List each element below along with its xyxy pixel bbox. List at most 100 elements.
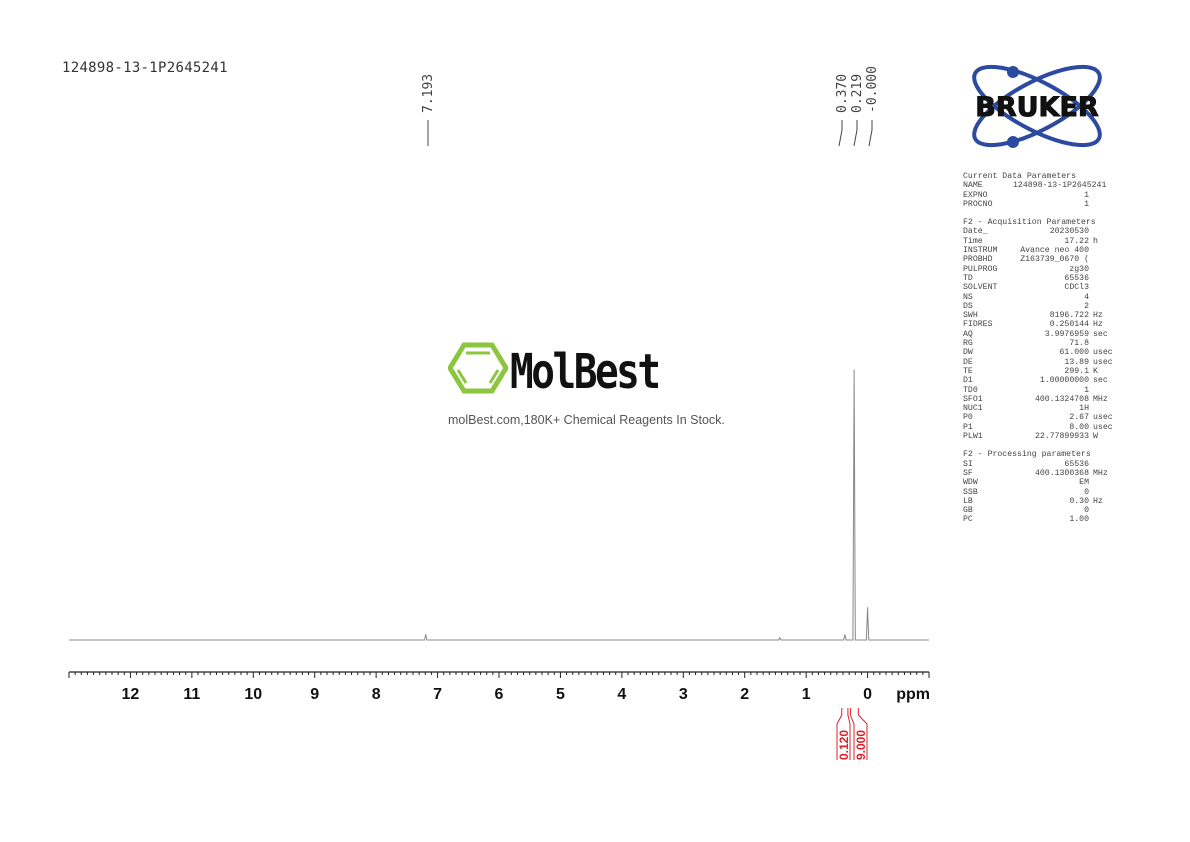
parameter-value: 71.8 xyxy=(1069,339,1089,349)
peak-2 xyxy=(844,634,846,636)
parameter-key: Time xyxy=(963,236,983,246)
parameter-key: PROBHD xyxy=(963,255,993,265)
parameter-row: D1 1.00000000 sec xyxy=(963,376,1113,385)
parameter-value: zg30 xyxy=(1069,264,1089,274)
parameter-row: TE 299.1 K xyxy=(963,367,1113,376)
parameter-row: FIDRES 0.250144 Hz xyxy=(963,320,1113,329)
parameter-value: 13.89 xyxy=(1064,357,1089,367)
parameter-value: 3.9976959 xyxy=(1044,329,1089,339)
parameter-row: GB 0 xyxy=(963,506,1113,515)
integral-value: 9.000 xyxy=(854,730,868,760)
parameter-value: 0 xyxy=(1084,506,1089,516)
parameter-unit: usec xyxy=(1093,357,1113,367)
peak-0 xyxy=(425,634,427,636)
parameter-key: PLW1 xyxy=(963,432,983,442)
parameter-key: SFO1 xyxy=(963,394,983,404)
parameter-key: PROCNO xyxy=(963,199,993,209)
parameter-value: 0 xyxy=(1084,487,1089,497)
parameter-key: NAME xyxy=(963,181,983,191)
parameter-key: DS xyxy=(963,301,973,311)
peak-label-connector xyxy=(853,120,858,147)
parameter-key: TD xyxy=(963,273,973,283)
parameter-key: SWH xyxy=(963,311,978,321)
peak-1 xyxy=(779,637,781,639)
parameter-unit: h xyxy=(1093,236,1098,246)
parameter-row: TD0 1 xyxy=(963,386,1113,395)
parameter-row: RG 71.8 xyxy=(963,339,1113,348)
x-tick-label: 7 xyxy=(433,686,442,703)
parameter-row: SFO1 400.1324708 MHz xyxy=(963,395,1113,404)
parameter-row: SOLVENT CDCl3 xyxy=(963,283,1113,292)
parameter-key: SOLVENT xyxy=(963,283,998,293)
parameter-row: NS 4 xyxy=(963,293,1113,302)
bruker-logo: BRUKER xyxy=(972,64,1102,148)
parameter-unit xyxy=(1089,246,1093,255)
parameter-value: 2.67 xyxy=(1069,413,1089,423)
parameter-key: DW xyxy=(963,348,973,358)
parameter-key: NUC1 xyxy=(963,404,983,414)
peak-label-connector xyxy=(868,120,873,147)
parameter-value: 4 xyxy=(1084,292,1089,302)
parameter-row: SF 400.1300368 MHz xyxy=(963,469,1113,478)
parameter-row: P1 8.00 usec xyxy=(963,423,1113,432)
parameter-key: FIDRES xyxy=(963,320,993,330)
sample-name: 124898-13-1P2645241 xyxy=(62,60,228,76)
x-tick-label: 8 xyxy=(372,686,381,703)
parameter-value: 1H xyxy=(1079,404,1089,414)
parameter-row: NAME 124898-13-1P2645241 xyxy=(963,181,1113,190)
parameter-row: PROCNO 1 xyxy=(963,200,1113,209)
parameter-row: P0 2.67 usec xyxy=(963,413,1113,422)
x-tick-label: 9 xyxy=(310,686,319,703)
parameter-unit: Hz xyxy=(1093,320,1103,330)
peak-3 xyxy=(853,369,855,371)
parameter-row: TD 65536 xyxy=(963,274,1113,283)
parameter-key: GB xyxy=(963,506,973,516)
parameter-section-title: F2 - Acquisition Parameters xyxy=(963,218,1096,228)
parameter-key: WDW xyxy=(963,478,978,488)
parameter-value: 8196.722 xyxy=(1049,311,1089,321)
x-tick-label: 2 xyxy=(740,686,749,703)
parameter-value: 400.1300368 xyxy=(1034,468,1089,478)
peak-label: 0.370 xyxy=(835,74,850,113)
parameter-key: D1 xyxy=(963,376,973,386)
parameter-value: 1 xyxy=(1084,199,1089,209)
parameter-unit xyxy=(1089,506,1093,515)
parameter-row: Date_ 20230530 xyxy=(963,227,1113,236)
peak-label: -0.000 xyxy=(865,66,880,113)
parameter-value: 400.1324708 xyxy=(1034,394,1089,404)
molbest-tagline: molBest.com,180K+ Chemical Reagents In S… xyxy=(448,413,725,427)
parameter-row: Time 17.22 h xyxy=(963,237,1113,246)
parameter-unit: K xyxy=(1093,366,1098,376)
peak-label-connector xyxy=(838,120,843,147)
parameter-row: SI 65536 xyxy=(963,460,1113,469)
parameter-key: P0 xyxy=(963,413,973,423)
parameter-key: Date_ xyxy=(963,227,988,237)
peak-label: 0.219 xyxy=(850,74,865,113)
x-tick-label: 1 xyxy=(802,686,811,703)
parameter-unit xyxy=(1089,460,1093,469)
parameter-key: DE xyxy=(963,357,973,367)
parameter-key: PULPROG xyxy=(963,264,998,274)
peak-label: 7.193 xyxy=(421,74,436,113)
parameter-section: Current Data Parameters NAME 124898-13-1P2… xyxy=(963,172,1113,209)
parameter-row: NUC1 1H xyxy=(963,404,1113,413)
parameter-section-title: F2 - Processing parameters xyxy=(963,450,1091,460)
parameter-unit xyxy=(1089,386,1093,395)
parameter-unit xyxy=(1089,488,1093,497)
x-tick-label: 11 xyxy=(183,686,200,703)
parameter-unit: sec xyxy=(1093,329,1108,339)
parameter-unit: usec xyxy=(1093,348,1113,358)
parameter-unit: Hz xyxy=(1093,311,1103,321)
parameter-section-title: Current Data Parameters xyxy=(963,172,1077,181)
parameter-key: NS xyxy=(963,292,973,302)
parameter-unit xyxy=(1089,181,1093,190)
parameter-row: SWH 8196.722 Hz xyxy=(963,311,1113,320)
parameter-row: SSB 0 xyxy=(963,488,1113,497)
parameter-value: Z163739_0670 ( xyxy=(1020,255,1089,265)
parameter-unit: MHz xyxy=(1093,394,1108,404)
parameter-unit xyxy=(1089,339,1093,348)
integral-value: 0.120 xyxy=(837,730,851,760)
parameter-unit xyxy=(1089,274,1093,283)
parameter-key: AQ xyxy=(963,329,973,339)
